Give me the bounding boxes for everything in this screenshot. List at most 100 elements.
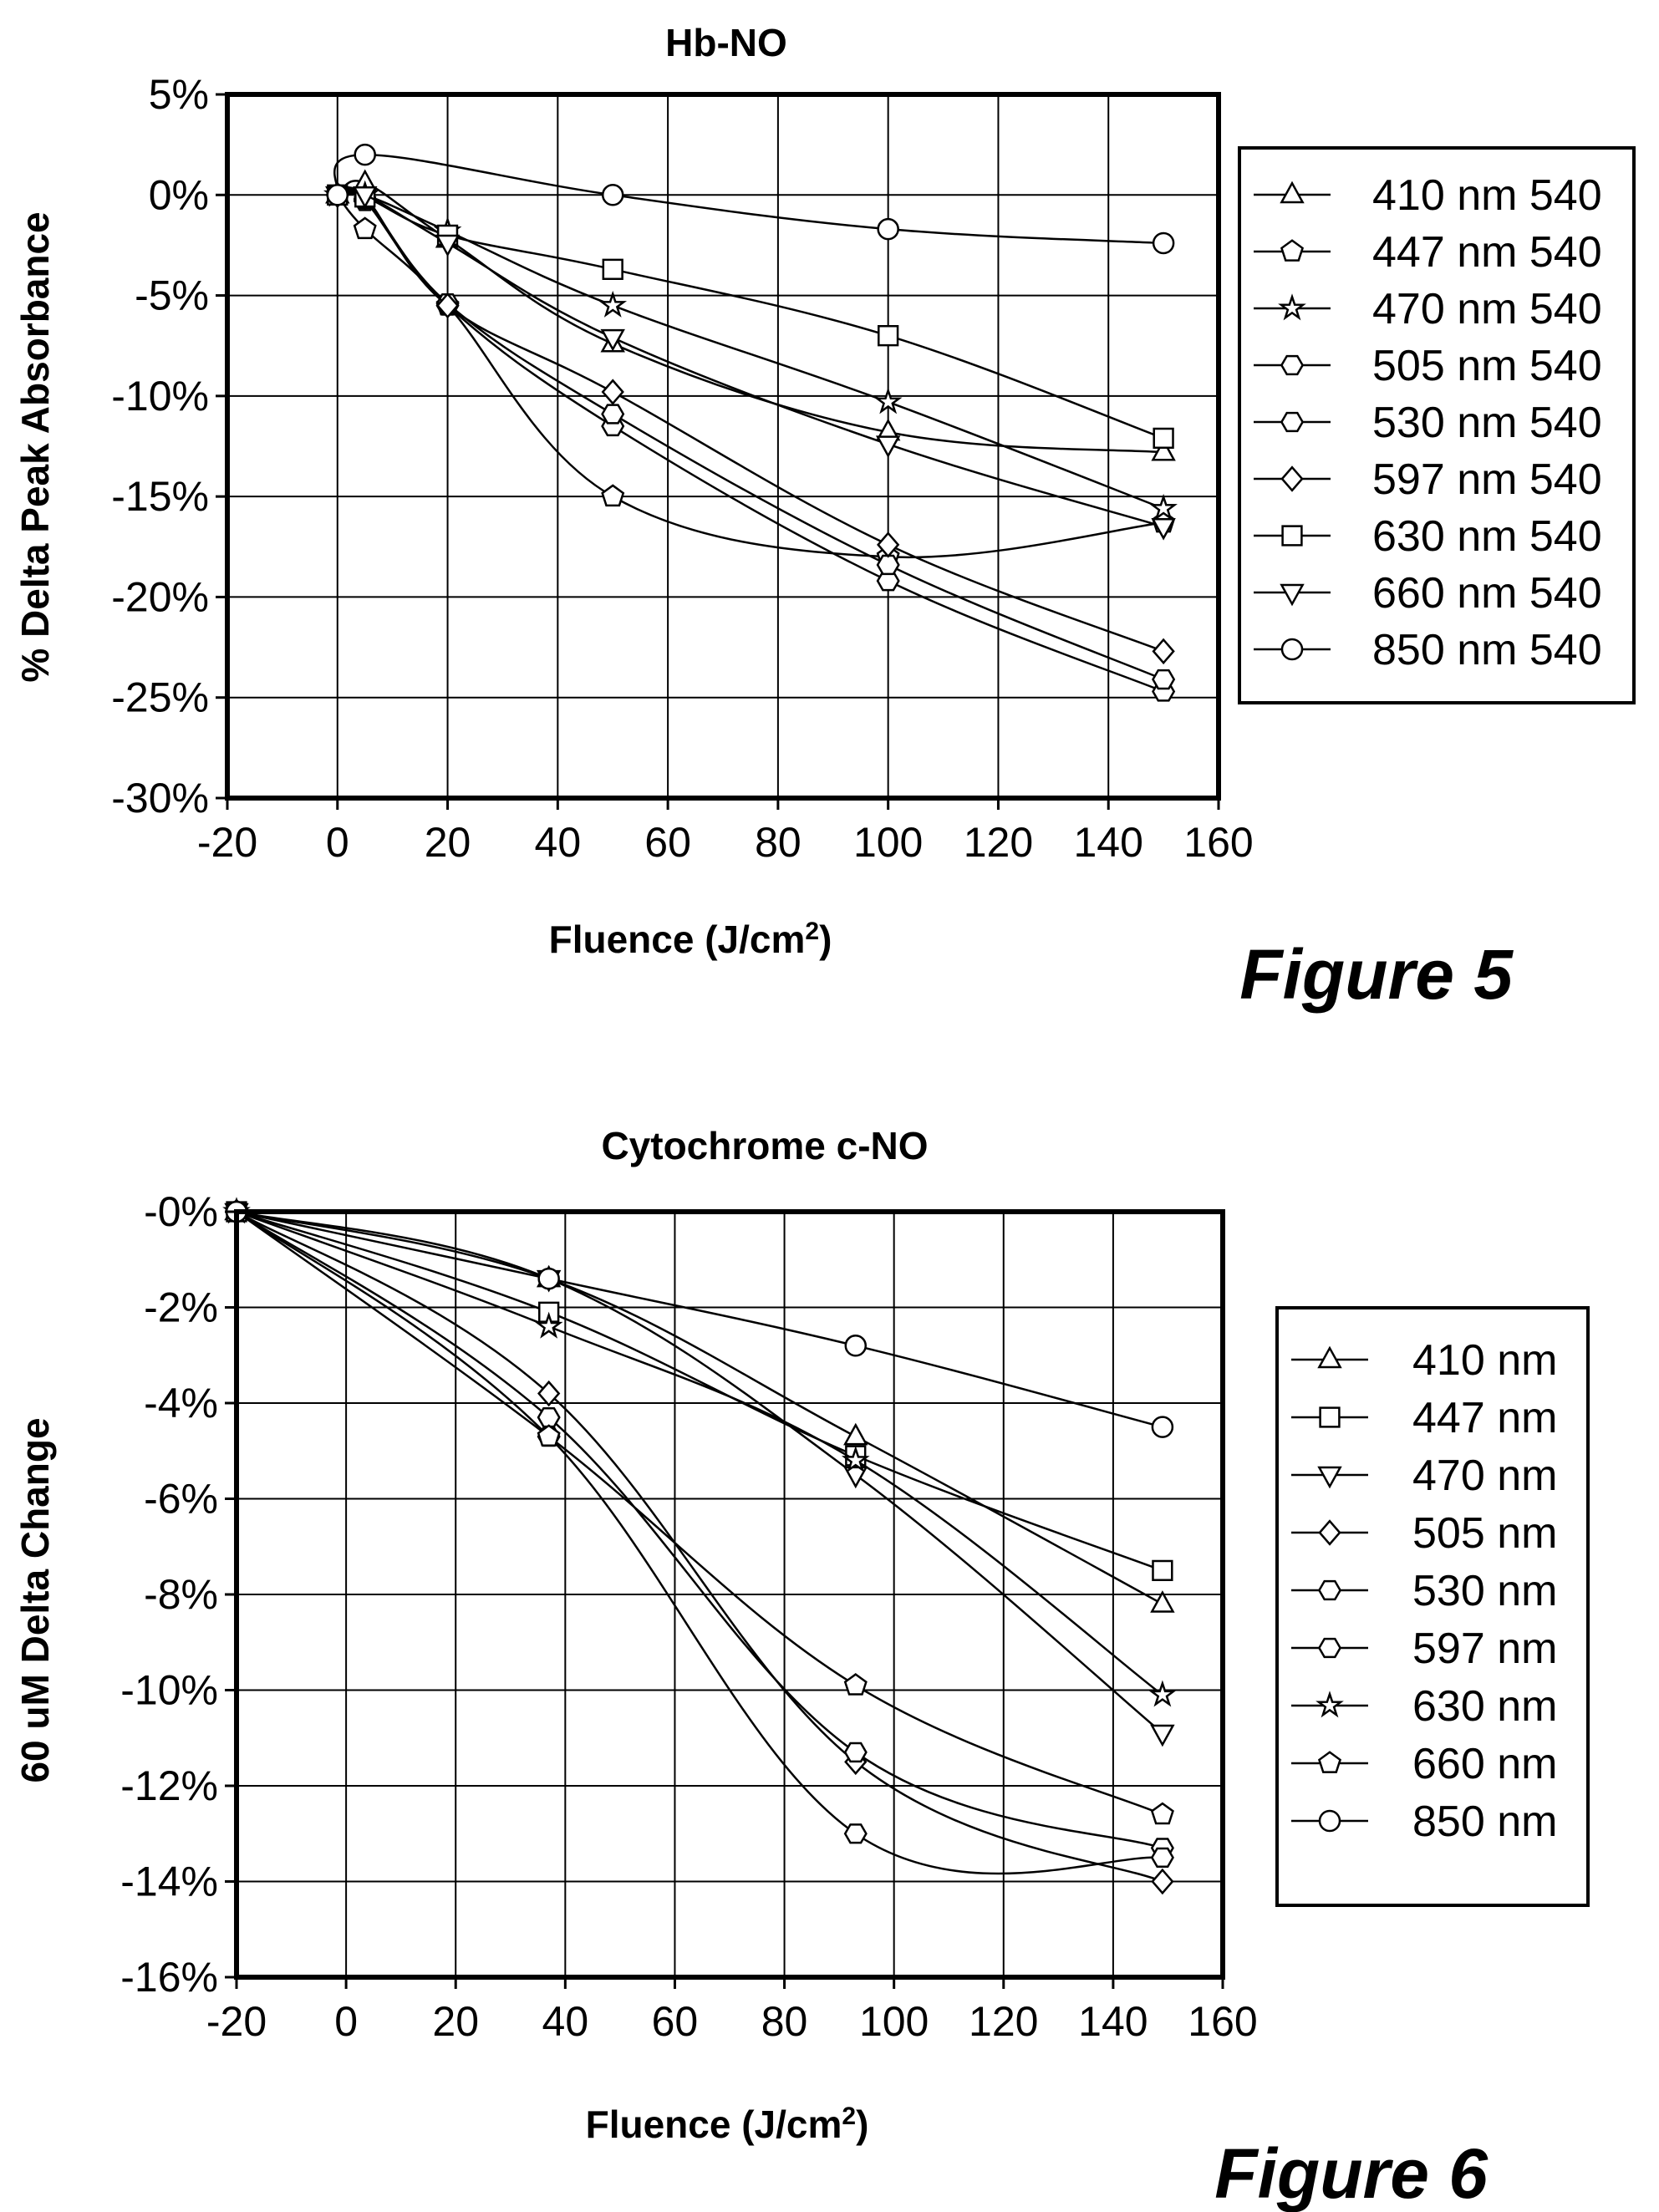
x-tick-label-0: 0 [334, 1998, 358, 2045]
x-tick-label-40: 40 [542, 1998, 589, 2045]
x-tick-label-60: 60 [652, 1998, 699, 2045]
data-point-850-nm-540-100 [877, 217, 899, 241]
legend-entry-505-nm-540: 505 nm 540 [1254, 342, 1602, 390]
series-line-660-nm [236, 1210, 1163, 1816]
series-530-nm [224, 1201, 1174, 1859]
data-point-530-nm-540-150 [1152, 669, 1176, 690]
plot-frame [225, 92, 1221, 801]
series-line-410-nm [236, 1210, 1163, 1605]
data-point-630-nm-149 [1148, 1680, 1177, 1707]
legend-entry-630-nm: 630 nm [1291, 1682, 1557, 1731]
series-505-nm-540 [325, 185, 1176, 702]
series-630-nm-540 [327, 184, 1174, 450]
data-point-597-nm-540-150 [1152, 638, 1175, 665]
legend-label: 850 nm 540 [1372, 626, 1602, 674]
legend-marker-hexagon [1280, 354, 1305, 376]
y-tick-label-5: -5% [135, 272, 209, 319]
data-point-630-nm-540-150 [1153, 427, 1174, 450]
legend-label: 660 nm 540 [1372, 569, 1602, 618]
legend-marker-square [1319, 1406, 1341, 1428]
legend-entry-470-nm: 470 nm [1291, 1452, 1557, 1500]
series-850-nm [225, 1200, 1174, 1438]
data-point-850-nm-149 [1151, 1416, 1174, 1438]
chart-title: Cytochrome c-NO [601, 1124, 928, 1167]
legend-marker-pentagon [1280, 239, 1305, 262]
series-line-470-nm [236, 1210, 1163, 1734]
legend-entry-597-nm-540: 597 nm 540 [1254, 455, 1602, 504]
figure-5-chart: Hb-NO -20 0 20 40 60 80 100 120 140 160 5% 0% -5% -1… [13, 21, 1636, 1014]
data-point-850-nm-93 [844, 1335, 868, 1357]
legend-marker-star [1315, 1691, 1344, 1718]
legend-entry-410-nm: 410 nm [1291, 1336, 1557, 1385]
data-point-597-nm-149 [1150, 1847, 1174, 1869]
data-point-660-nm-540-20 [435, 234, 461, 257]
x-tick-label-140: 140 [1078, 1998, 1148, 2045]
legend-marker-hexagon [1280, 411, 1305, 433]
data-point-530-nm-93 [843, 1742, 868, 1763]
legend-label: 597 nm [1412, 1625, 1557, 1673]
series-597-nm-540 [326, 181, 1175, 665]
data-point-630-nm-540-100 [878, 325, 899, 347]
y-tick-label-10: -10% [111, 373, 209, 420]
y-tick-label-20: -20% [111, 573, 209, 620]
legend-marker-diamond [1318, 1519, 1341, 1546]
series-group [323, 143, 1178, 702]
data-point-850-nm-540-5 [354, 143, 376, 166]
data-point-470-nm-540-50 [598, 290, 628, 318]
data-point-660-nm-540-150 [1151, 517, 1176, 541]
data-point-630-nm-93 [841, 1445, 870, 1473]
x-tick-label-20: -20 [206, 1998, 267, 2045]
data-point-530-nm-540-100 [876, 554, 900, 576]
y-axis-label: % Delta Peak Absorbance [13, 211, 57, 682]
data-point-630-nm-540-50 [602, 258, 623, 280]
data-point-505-nm-149 [1151, 1868, 1174, 1895]
data-point-410-nm-149 [1150, 1590, 1175, 1613]
series-410-nm [224, 1198, 1175, 1613]
series-850-nm-540 [326, 143, 1175, 255]
legend [1238, 146, 1636, 704]
data-point-530-nm-540-50 [601, 404, 625, 425]
legend-entry-470-nm-540: 470 nm 540 [1254, 285, 1602, 333]
data-point-850-nm-540-0 [326, 184, 349, 206]
legend-label: 505 nm [1412, 1509, 1557, 1558]
data-point-470-nm-93 [843, 1466, 868, 1489]
data-point-597-nm-540-50 [601, 379, 624, 405]
legend-label: 470 nm 540 [1372, 285, 1602, 333]
series-530-nm-540 [325, 185, 1176, 690]
legend-label: 505 nm 540 [1372, 342, 1602, 390]
legend-label: 850 nm [1412, 1798, 1557, 1846]
series-line-505-nm-540 [337, 189, 1164, 693]
series-line-447-nm [236, 1210, 1163, 1572]
series-line-630-nm [236, 1210, 1163, 1696]
x-tick-label-100: 100 [859, 1998, 929, 2045]
data-point-530-nm-37 [537, 1407, 561, 1428]
x-tick-label-100: 100 [853, 819, 923, 866]
data-point-597-nm-93 [843, 1823, 868, 1844]
y-tick-label-2: -2% [144, 1284, 218, 1331]
figure-6-chart: Cytochrome c-NO -20 0 20 40 60 80 100 120 140 160… [13, 1124, 1590, 2212]
x-axis-label: Fluence (J/cm2) [586, 2103, 869, 2147]
figure-label: Figure 6 [1214, 2134, 1489, 2212]
data-point-470-nm-149 [1150, 1724, 1175, 1747]
data-point-660-nm-540-50 [600, 328, 625, 352]
legend-label: 447 nm [1412, 1394, 1557, 1442]
series-597-nm [224, 1201, 1174, 1875]
data-point-660-nm-540-5 [353, 186, 378, 209]
series-line-597-nm-540 [337, 186, 1164, 653]
x-tick-label-80: 80 [755, 819, 802, 866]
legend-marker-triangle-down [1317, 1466, 1342, 1489]
legend-label: 530 nm [1412, 1567, 1557, 1615]
data-point-410-nm-540-150 [1151, 438, 1176, 461]
x-axis-label: Fluence (J/cm2) [549, 918, 832, 962]
legend-label: 410 nm [1412, 1336, 1557, 1385]
y-tick-label-16: -16% [120, 1954, 218, 2001]
data-point-447-nm-149 [1152, 1559, 1173, 1582]
legend-entry-530-nm-540: 530 nm 540 [1254, 399, 1602, 447]
x-tick-label-20: 20 [425, 819, 471, 866]
legend-marker-circle [1318, 1809, 1341, 1833]
legend-marker-hexagon [1317, 1637, 1342, 1659]
data-point-505-nm-37 [537, 1380, 561, 1407]
data-point-630-nm-37 [534, 1311, 563, 1339]
data-point-660-nm-149 [1150, 1802, 1174, 1825]
